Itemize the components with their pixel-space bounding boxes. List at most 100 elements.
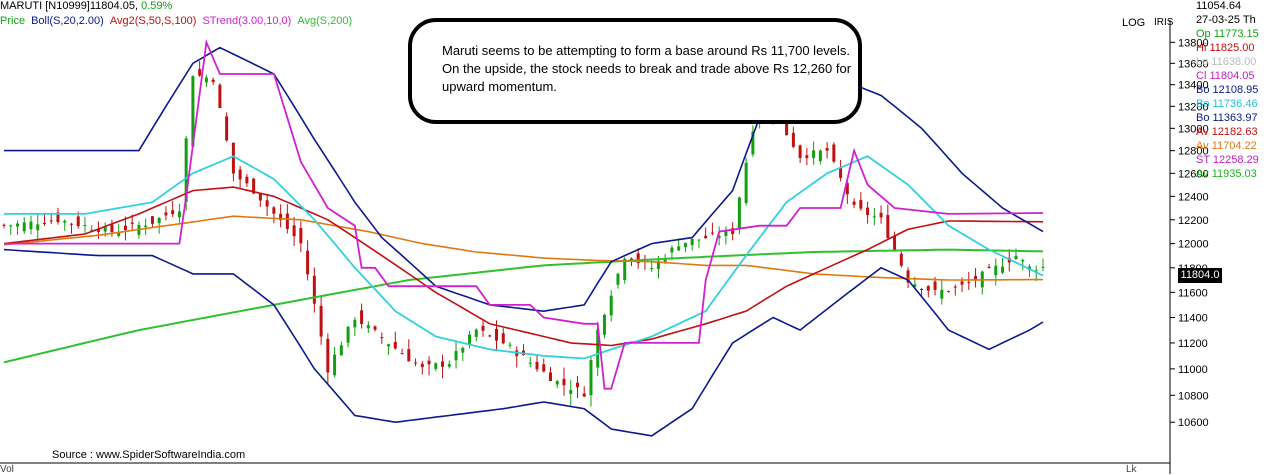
candle-body	[414, 362, 418, 364]
candle-body	[710, 232, 714, 234]
y-tick-label: 12800	[1178, 146, 1209, 158]
candle-body	[326, 338, 330, 373]
candle-body	[879, 212, 883, 218]
legend-item[interactable]: STrend(3.00,10,0)	[202, 15, 292, 27]
candle-body	[555, 381, 559, 385]
iris-label[interactable]: IRIS	[1154, 17, 1174, 28]
readout-line: Bo 11736.46	[1196, 98, 1258, 110]
candle-body	[495, 328, 499, 341]
candle-body	[360, 310, 364, 324]
candle-body	[535, 361, 539, 370]
candle-body	[353, 319, 357, 328]
candle-body	[299, 227, 303, 244]
readout-line: Lo 11638.00	[1196, 56, 1257, 68]
y-tick-label: 10800	[1178, 390, 1209, 402]
candle-body	[198, 69, 202, 76]
candle-body	[29, 221, 33, 230]
readout-line: ST 12258.29	[1196, 154, 1259, 166]
y-tick-label: 12200	[1178, 215, 1209, 227]
candle-body	[69, 223, 73, 225]
y-tick-label: 12600	[1178, 168, 1209, 180]
candle-body	[90, 229, 94, 231]
readout-line: Bo 11363.97	[1196, 112, 1258, 124]
candle-body	[717, 236, 721, 239]
candle-body	[528, 362, 532, 364]
candle-body	[933, 281, 937, 290]
candle-body	[596, 329, 600, 368]
readout-line: Op 11773.15	[1196, 28, 1259, 40]
supertrend-line	[4, 38, 1044, 390]
candle-body	[731, 228, 735, 234]
legend-item[interactable]: Avg2(S,50,S,100)	[109, 15, 197, 27]
legend-item[interactable]: Boll(S,20,2.00)	[31, 15, 104, 27]
candle-body	[238, 169, 242, 180]
change-label: 0.59%	[141, 0, 173, 12]
candle-body	[468, 334, 472, 345]
candle-body	[400, 353, 404, 355]
candle-body	[744, 162, 748, 204]
candle-body	[616, 273, 620, 285]
avg50-line	[3, 186, 1044, 347]
candle-body	[690, 238, 694, 246]
candle-body	[441, 361, 445, 367]
candle-body	[872, 216, 876, 218]
candle-body	[501, 333, 505, 344]
candle-body	[461, 347, 465, 353]
candle-body	[899, 253, 903, 266]
y-tick-label: 11000	[1178, 364, 1208, 376]
candle-body	[292, 225, 296, 237]
y-tick-label: 13000	[1178, 123, 1209, 135]
candle-body	[387, 344, 391, 347]
candle-body	[751, 131, 755, 155]
candle-body	[150, 216, 154, 224]
y-tick-label: 13400	[1178, 80, 1209, 92]
candle-body	[144, 225, 148, 228]
candle-body	[380, 337, 384, 339]
candle-body	[940, 289, 944, 299]
candle-body	[2, 224, 6, 226]
candle-body	[724, 230, 728, 237]
candle-body	[926, 286, 930, 291]
y-tick-label: 12400	[1178, 191, 1209, 203]
legend-item[interactable]: Avg(S,200)	[297, 15, 353, 27]
candle-body	[407, 349, 411, 362]
log-scale-label[interactable]: LOG	[1122, 17, 1146, 29]
annotation-text: Maruti seems to be attempting to form a …	[442, 43, 852, 94]
candle-body	[636, 253, 640, 264]
candle-body	[650, 268, 654, 270]
readout-line: Av 11704.22	[1196, 140, 1257, 152]
candle-body	[157, 217, 161, 224]
candle-body	[656, 260, 660, 269]
bollinger-upper-line	[4, 46, 1044, 313]
candle-body	[211, 79, 215, 83]
readout-line: Cl 11804.05	[1196, 70, 1255, 82]
candle-body	[177, 211, 181, 218]
candle-body	[204, 77, 208, 83]
candle-body	[609, 295, 613, 316]
candle-body	[447, 364, 451, 367]
candle-body	[913, 284, 917, 287]
candle-body	[110, 224, 114, 233]
candle-body	[42, 222, 46, 224]
candle-body	[420, 363, 424, 368]
candle-body	[785, 115, 789, 136]
y-tick-label: 13600	[1178, 58, 1209, 70]
price-label: 11804.05,	[89, 0, 138, 12]
candle-body	[36, 224, 40, 231]
legend-item[interactable]: Price	[0, 15, 26, 27]
candle-body	[272, 207, 276, 214]
candle-body	[953, 286, 957, 288]
readout-line: 11054.64	[1196, 0, 1242, 12]
y-tick-label: 13200	[1178, 101, 1209, 113]
candle-body	[852, 201, 856, 205]
candle-body	[508, 344, 512, 346]
candle-body	[279, 213, 283, 221]
candle-body	[906, 270, 910, 283]
candle-body	[967, 281, 971, 283]
candle-body	[1021, 260, 1025, 262]
source-credit: Source : www.SpiderSoftwareIndia.com	[52, 449, 246, 461]
y-tick-label: 11600	[1178, 287, 1208, 299]
candle-body	[677, 246, 681, 251]
candle-body	[434, 363, 438, 369]
